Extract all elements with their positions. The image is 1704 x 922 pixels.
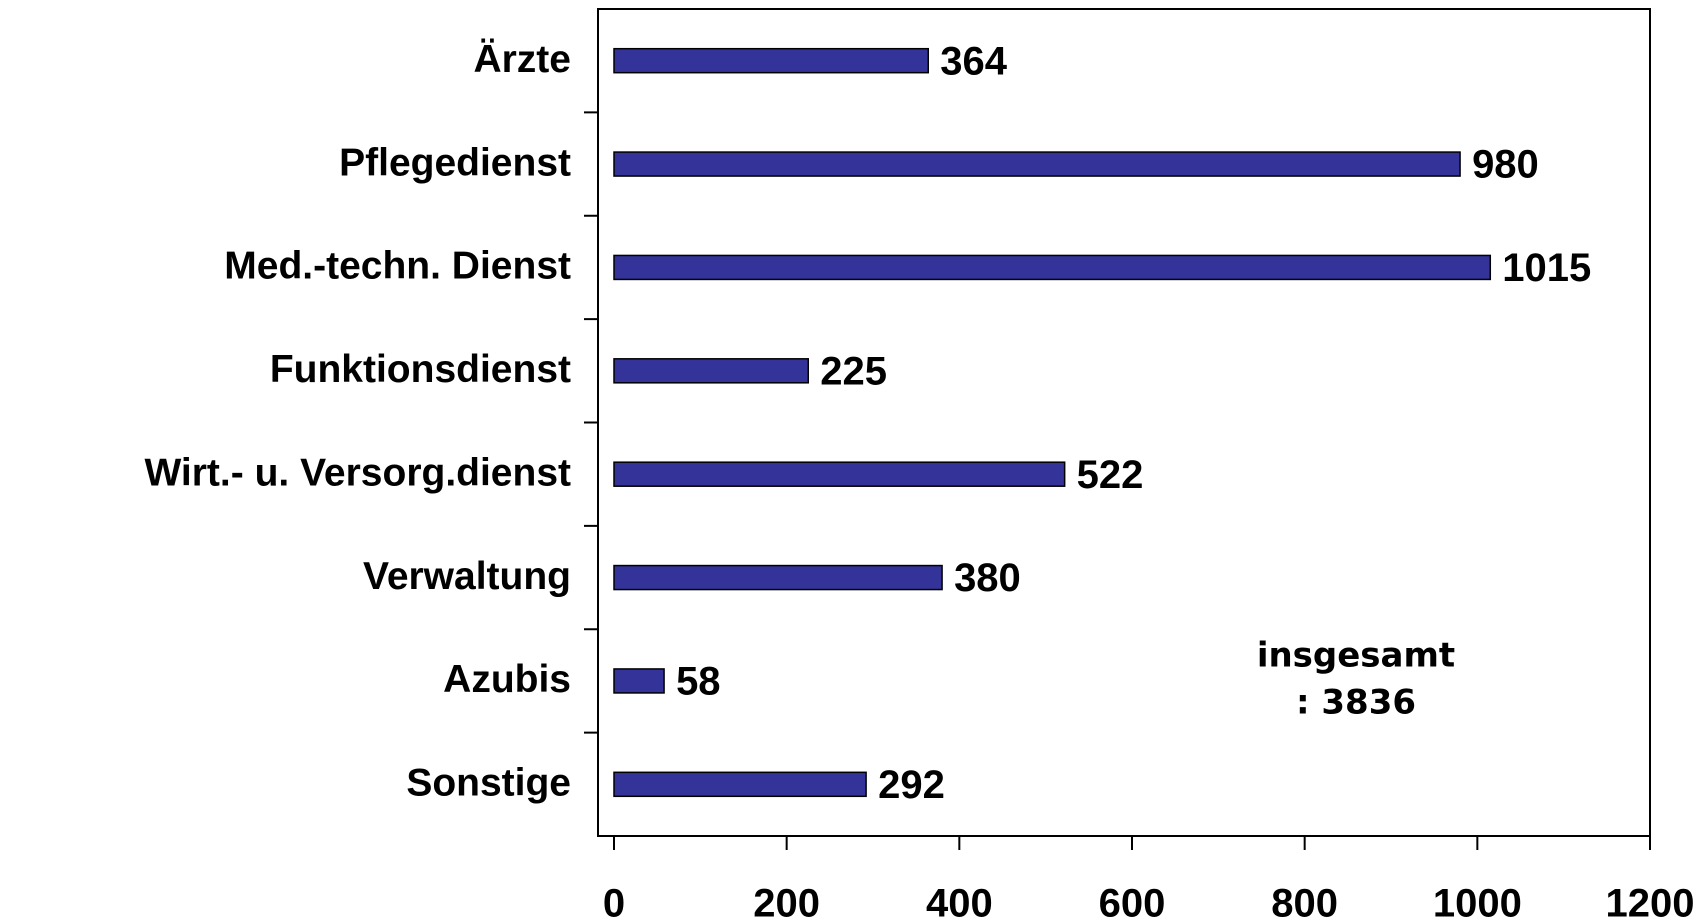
category-label: Med.-techn. Dienst <box>224 245 571 288</box>
annotation: : 3836 <box>1296 683 1416 723</box>
bar <box>613 254 1492 281</box>
x-tick-label: 1200 <box>1606 882 1695 922</box>
value-label: 980 <box>1472 143 1539 187</box>
value-label: 1015 <box>1502 246 1591 290</box>
x-tick-label: 600 <box>1099 882 1166 922</box>
category-label: Pflegedienst <box>339 141 571 184</box>
category-label: Verwaltung <box>363 555 571 598</box>
value-label: 225 <box>820 349 887 393</box>
annotation: insgesamt <box>1257 636 1455 676</box>
value-label: 58 <box>676 660 721 704</box>
bar <box>613 358 809 384</box>
value-label: 292 <box>878 763 945 807</box>
category-label: Funktionsdienst <box>270 348 571 391</box>
category-label: Azubis <box>443 658 571 701</box>
value-label: 522 <box>1077 453 1144 497</box>
bar <box>613 47 930 74</box>
category-label: Wirt.- u. Versorg.dienst <box>144 451 571 494</box>
bar <box>613 461 1066 487</box>
value-label: 380 <box>954 556 1021 600</box>
x-tick-label: 400 <box>926 882 993 922</box>
x-tick-label: 200 <box>753 882 820 922</box>
category-label: Ärzte <box>473 38 571 81</box>
value-label: 364 <box>940 39 1007 83</box>
x-tick-label: 800 <box>1271 882 1338 922</box>
category-label: Sonstige <box>406 762 571 805</box>
bar <box>613 668 665 694</box>
x-tick-label: 0 <box>603 882 625 922</box>
bar <box>613 564 943 591</box>
x-tick-label: 1000 <box>1433 882 1522 922</box>
plot-frame <box>597 8 1651 837</box>
bar <box>613 151 1461 177</box>
bar <box>613 771 867 798</box>
